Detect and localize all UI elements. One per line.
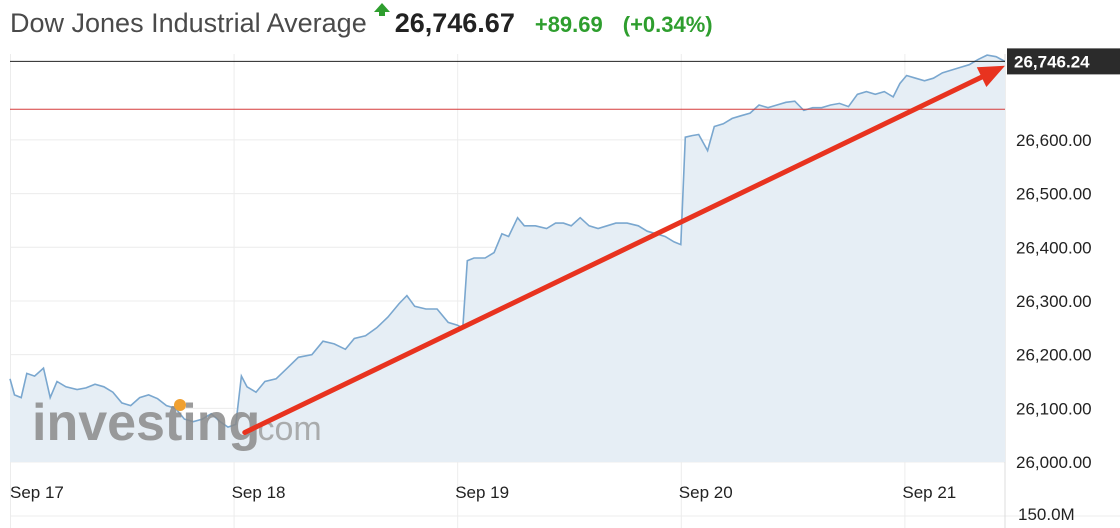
watermark-brand: investing [32, 394, 260, 452]
price-tag-label: 26,746.24 [1014, 52, 1090, 71]
watermark-dot-icon [174, 399, 186, 411]
index-title: Dow Jones Industrial Average [10, 8, 367, 38]
y-tick-label: 26,200.00 [1016, 346, 1092, 365]
x-tick-label: Sep 20 [679, 483, 733, 502]
x-tick-label: Sep 21 [902, 483, 956, 502]
series-area-fill [10, 55, 1005, 462]
y-tick-label: 26,000.00 [1016, 453, 1092, 472]
trend-arrow [242, 65, 1005, 435]
date-axis: Sep 17 Sep 18 Sep 19 Sep 20 Sep 21 [10, 483, 956, 502]
price-change: +89.69 [534, 12, 603, 37]
series-line [9, 54, 1006, 428]
watermark-suffix: .com [248, 410, 322, 448]
up-arrow-icon [373, 2, 391, 22]
quote-header: Dow Jones Industrial Average 26,746.67 +… [10, 3, 713, 44]
volume-axis-label: 150.0M [1018, 505, 1075, 524]
trend-arrow-shaft [242, 74, 985, 435]
y-tick-label: 26,100.00 [1016, 399, 1092, 418]
price-tag-background [1007, 48, 1120, 75]
price-change-percent: (+0.34%) [622, 12, 713, 37]
x-tick-label: Sep 19 [455, 483, 509, 502]
y-tick-label: 26,300.00 [1016, 292, 1092, 311]
trend-arrow-head-icon [976, 65, 1005, 88]
current-price-tag: 26,746.24 [1007, 48, 1120, 75]
y-tick-label: 26,500.00 [1016, 185, 1092, 204]
x-tick-label: Sep 17 [10, 483, 64, 502]
y-tick-label: 26,400.00 [1016, 238, 1092, 257]
price-axis: 26,000.00 26,100.00 26,200.00 26,300.00 26,4… [1016, 131, 1092, 472]
last-price: 26,746.67 [394, 8, 515, 38]
y-tick-label: 26,600.00 [1016, 131, 1092, 150]
investing-watermark: investing .com [32, 394, 322, 452]
x-tick-label: Sep 18 [232, 483, 286, 502]
